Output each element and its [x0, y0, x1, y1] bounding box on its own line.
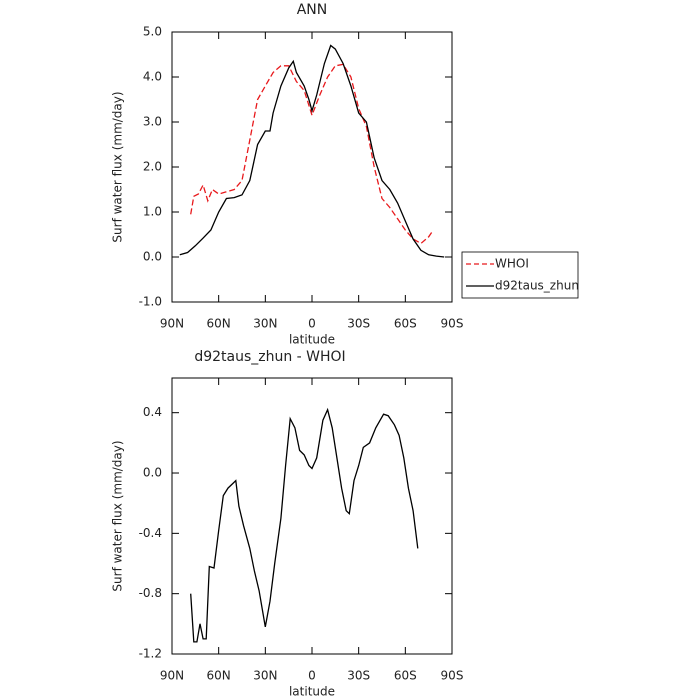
x-tick-label: 0 [308, 669, 316, 683]
series-line [179, 44, 445, 258]
chart-title: d92taus_zhun - WHOI [194, 349, 345, 365]
x-tick-label: 30N [253, 669, 277, 683]
y-tick-label: 0.4 [143, 405, 162, 419]
y-axis-label: Surf water flux (mm/day) [111, 91, 125, 242]
y-tick-label: 5.0 [143, 25, 162, 39]
legend-label: WHOI [495, 257, 529, 271]
y-tick-label: -0.8 [139, 586, 162, 600]
x-tick-label: 60N [207, 317, 231, 331]
x-axis-label: latitude [289, 333, 335, 347]
plot-frame [171, 377, 453, 655]
y-tick-label: 4.0 [143, 70, 162, 84]
x-tick-label: 30S [347, 669, 370, 683]
x-tick-label: 90N [160, 317, 184, 331]
y-axis-label: Surf water flux (mm/day) [111, 440, 125, 591]
x-tick-label: 90S [441, 669, 464, 683]
y-tick-label: -0.4 [139, 526, 162, 540]
x-tick-label: 30N [253, 317, 277, 331]
plot-frame [171, 31, 453, 303]
x-axis-label: latitude [289, 685, 335, 699]
y-tick-label: 0.0 [143, 250, 162, 264]
series-line [190, 407, 419, 643]
x-tick-label: 30S [347, 317, 370, 331]
y-tick-label: 2.0 [143, 160, 162, 174]
y-tick-label: 0.0 [143, 466, 162, 480]
x-tick-label: 90S [441, 317, 464, 331]
y-tick-label: -1.0 [139, 295, 162, 309]
x-tick-label: 60S [394, 317, 417, 331]
legend-box [461, 251, 579, 299]
x-tick-label: 60N [207, 669, 231, 683]
y-tick-label: 3.0 [143, 115, 162, 129]
legend-label: d92taus_zhun [495, 279, 579, 293]
x-tick-label: 0 [308, 317, 316, 331]
x-tick-label: 90N [160, 669, 184, 683]
x-tick-label: 60S [394, 669, 417, 683]
y-tick-label: 1.0 [143, 205, 162, 219]
y-tick-label: -1.2 [139, 647, 162, 661]
chart-title: ANN [297, 2, 328, 18]
series-line [190, 63, 434, 245]
